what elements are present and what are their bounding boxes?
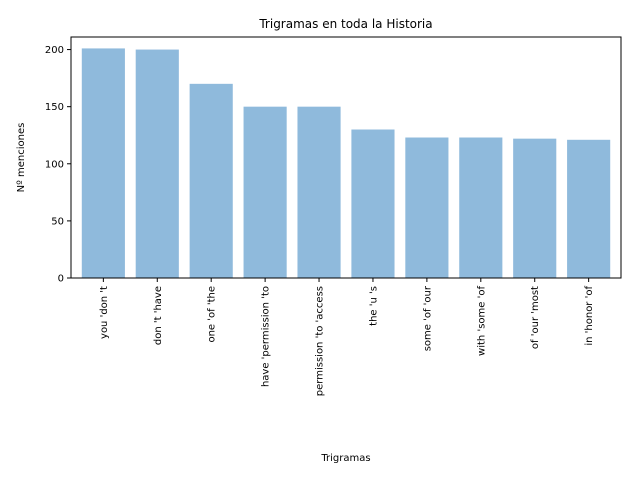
- y-axis-label: Nº menciones: [16, 123, 27, 193]
- bar: [405, 137, 449, 278]
- bars-group: [81, 48, 611, 279]
- x-tick-group: you 'don 't don 't 'have one 'of 'the have …: [99, 278, 595, 396]
- x-axis-label: Trigramas: [320, 453, 370, 464]
- x-tick-label: permission 'to 'access: [315, 286, 326, 396]
- bar: [297, 106, 341, 278]
- x-tick-label: in 'honor 'of: [584, 286, 595, 346]
- bar: [351, 129, 395, 278]
- x-tick-label: of 'our 'most: [530, 286, 541, 349]
- x-tick-label: don 't 'have: [153, 286, 164, 345]
- y-tick-label: 0: [58, 274, 64, 285]
- x-tick-label: the 'u 's: [368, 286, 379, 326]
- x-tick-label: with 'some 'of: [476, 286, 487, 356]
- x-tick-label: you 'don 't: [99, 286, 110, 339]
- plot-frame: [70, 36, 622, 279]
- y-tick-label: 50: [51, 216, 64, 227]
- bar: [81, 48, 125, 279]
- y-tick-label: 100: [45, 159, 64, 170]
- chart-title: Trigramas en toda la Historia: [258, 17, 432, 31]
- x-tick-label: one 'of 'the: [207, 286, 218, 343]
- y-tick-label: 150: [45, 102, 64, 113]
- y-tick-group: 0 50 100 150 200: [45, 45, 71, 285]
- y-tick-label: 200: [45, 45, 64, 56]
- bar: [513, 138, 557, 278]
- bar: [189, 83, 233, 279]
- bar: [243, 106, 287, 278]
- x-tick-label: some 'of 'our: [422, 285, 433, 351]
- bar: [135, 49, 179, 278]
- x-tick-label: have 'permission 'to: [261, 286, 272, 387]
- bar: [567, 139, 611, 278]
- bar: [459, 137, 503, 278]
